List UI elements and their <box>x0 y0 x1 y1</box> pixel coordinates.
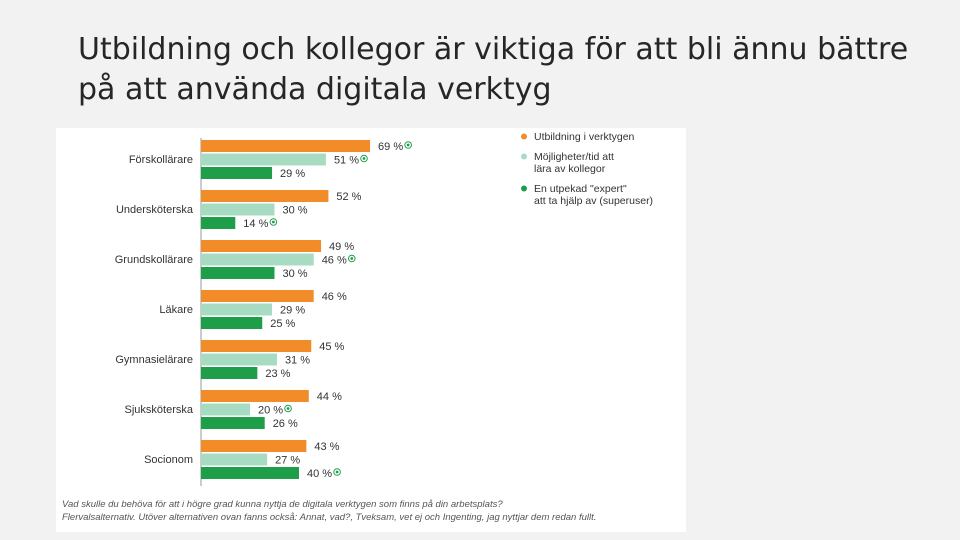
footnote-note: Flervalsalternativ. Utöver alternativen … <box>62 512 597 523</box>
bar <box>201 317 263 329</box>
category-label: Förskollärare <box>129 154 193 166</box>
chart-footnote: Vad skulle du behöva för att i högre gra… <box>62 498 682 524</box>
data-label: 27 % <box>275 455 300 467</box>
bar <box>201 140 371 152</box>
slide-title: Utbildning och kollegor är viktiga för a… <box>78 32 909 107</box>
significance-marker <box>404 141 412 149</box>
bar <box>201 467 299 479</box>
bar-chart: Förskollärare 69 % 51 % 29 % Undersköterska 5… <box>115 131 653 486</box>
data-label: 23 % <box>265 368 290 380</box>
data-label: 40 % <box>307 468 332 480</box>
significance-marker <box>360 154 368 163</box>
bar <box>201 253 314 266</box>
data-label: 46 % <box>322 291 347 303</box>
data-label: 69 % <box>378 141 403 153</box>
bar <box>201 290 314 302</box>
significance-marker <box>284 404 292 413</box>
bar <box>201 267 275 279</box>
legend-swatch <box>521 185 527 192</box>
data-label: 29 % <box>280 305 305 317</box>
data-label: 29 % <box>280 168 305 180</box>
category-label: Sjuksköterska <box>125 404 194 416</box>
data-label: 52 % <box>336 191 361 203</box>
bar <box>201 240 322 252</box>
data-label: 43 % <box>314 441 339 453</box>
data-label: 30 % <box>283 268 308 280</box>
bar <box>201 217 236 229</box>
significance-marker-dot <box>335 470 339 474</box>
significance-marker-dot <box>362 157 366 160</box>
data-label: 51 % <box>334 155 359 167</box>
significance-marker-dot <box>350 257 354 260</box>
bar <box>201 403 250 416</box>
bar <box>201 203 275 216</box>
significance-marker <box>347 254 356 263</box>
data-label: 30 % <box>283 205 308 217</box>
data-label: 31 % <box>285 355 310 367</box>
legend-swatch <box>521 153 527 160</box>
bar <box>201 440 307 452</box>
category-label: Gymnasielärare <box>115 354 193 366</box>
bar <box>201 417 265 429</box>
significance-marker-dot <box>286 407 290 410</box>
category-label: Läkare <box>159 304 193 316</box>
data-label: 49 % <box>329 241 354 253</box>
legend-label: Utbildning i verktygen <box>534 131 635 143</box>
category-label: Grundskollärare <box>115 254 193 266</box>
legend-label: att ta hjälp av (superuser) <box>534 195 653 207</box>
data-label: 25 % <box>270 318 295 330</box>
bar <box>201 167 273 179</box>
bar <box>201 340 312 352</box>
bar <box>201 367 258 379</box>
category-label: Socionom <box>144 454 193 466</box>
data-label: 20 % <box>258 405 283 417</box>
footnote-question: Vad skulle du behöva för att i högre gra… <box>62 499 503 510</box>
legend-label: lära av kollegor <box>534 163 606 175</box>
bar <box>201 453 268 466</box>
bar <box>201 153 326 166</box>
significance-marker-dot <box>406 143 410 147</box>
legend-swatch <box>521 133 527 140</box>
bar <box>201 390 309 402</box>
chart-card: Förskollärare 69 % 51 % 29 % Undersköterska 5… <box>56 128 686 532</box>
bar <box>201 190 329 202</box>
data-label: 14 % <box>243 218 268 230</box>
data-label: 44 % <box>317 391 342 403</box>
category-label: Undersköterska <box>116 204 194 216</box>
legend-label: Möjligheter/tid att <box>534 151 614 163</box>
legend-label: En utpekad "expert" <box>534 183 627 195</box>
significance-marker <box>269 218 278 226</box>
data-label: 45 % <box>319 341 344 353</box>
data-label: 26 % <box>273 418 298 430</box>
significance-marker <box>333 468 341 476</box>
significance-marker-dot <box>271 220 275 224</box>
bar <box>201 303 273 316</box>
data-label: 46 % <box>322 255 347 267</box>
bar <box>201 353 277 366</box>
